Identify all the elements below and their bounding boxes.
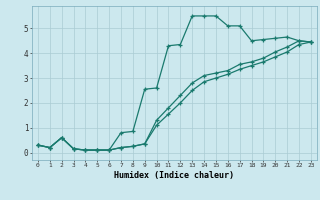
X-axis label: Humidex (Indice chaleur): Humidex (Indice chaleur) [115, 171, 234, 180]
